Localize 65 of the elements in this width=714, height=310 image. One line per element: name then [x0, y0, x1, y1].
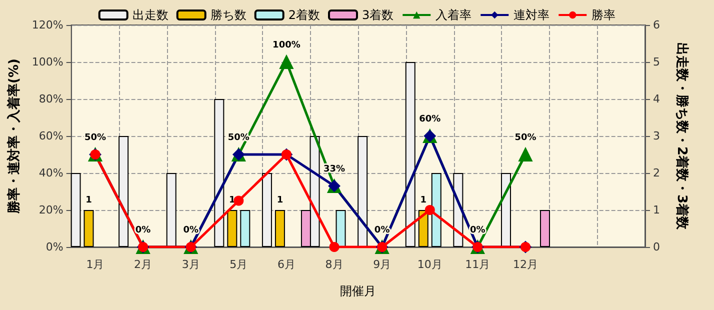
data-label: 1: [229, 196, 236, 206]
y2-tick-label: 4: [653, 92, 660, 106]
legend-label: 出走数: [132, 8, 168, 22]
data-label: 1: [420, 196, 427, 206]
bar: [262, 173, 272, 247]
x-tick-label: 6月: [277, 258, 296, 271]
data-label: 0%: [135, 226, 151, 236]
y2-tick-label: 3: [653, 130, 660, 142]
bar: [118, 136, 129, 247]
bar: [274, 210, 285, 247]
bar: [84, 210, 94, 247]
data-label: 0%: [183, 226, 198, 236]
y-tick-label: 20%: [38, 204, 64, 216]
y2-tick-label: 2: [653, 166, 660, 180]
y2-tick-label: 6: [653, 18, 660, 32]
x-tick-label: 3月: [182, 258, 200, 271]
x-tick-label: 1月: [86, 258, 104, 271]
point: [329, 242, 340, 252]
x-tick-label: 9月: [373, 258, 392, 271]
bar: [431, 173, 442, 247]
legend-label: 入着率: [436, 8, 472, 22]
legend-label: 勝ち数: [210, 8, 246, 22]
y-tick-label: 80%: [38, 92, 64, 106]
x-tick-label: 5月: [230, 258, 248, 271]
y2-tick-label: 1: [653, 204, 660, 216]
legend-label: 3着数: [362, 8, 394, 22]
data-label: 1: [276, 196, 284, 206]
y2-tick-label: 0: [653, 240, 660, 254]
point: [279, 55, 294, 69]
bar: [358, 136, 368, 247]
legend-label: 2着数: [288, 8, 320, 22]
y-tick-label: 0%: [46, 240, 64, 254]
y-tick-label: 120%: [32, 18, 64, 32]
y-axis-title: 勝率・連対率・入着率(%): [6, 58, 22, 214]
bar: [214, 99, 224, 247]
bar: [418, 210, 428, 247]
data-label: 60%: [419, 114, 441, 124]
bar: [240, 210, 250, 247]
bar: [227, 210, 238, 247]
x-tick-label: 11月: [465, 258, 490, 271]
point: [234, 196, 244, 206]
bar: [405, 62, 416, 247]
bar: [166, 173, 176, 247]
data-label: 50%: [84, 133, 106, 143]
point: [518, 148, 532, 162]
x-tick-label: 12月: [512, 258, 538, 271]
y-tick-label: 40%: [38, 166, 64, 180]
point: [424, 205, 435, 215]
data-label: 1: [86, 196, 92, 206]
y-tick-label: 100%: [32, 56, 64, 68]
x-axis-title: 開催月: [340, 284, 376, 298]
data-label: 50%: [514, 133, 536, 143]
x-tick-label: 8月: [325, 258, 344, 271]
y2-tick-label: 5: [653, 56, 660, 68]
bar: [500, 173, 511, 247]
legend-label: 勝率: [592, 8, 616, 22]
bar: [336, 210, 346, 247]
x-tick-label: 10月: [417, 258, 442, 271]
bar: [540, 210, 550, 247]
y-tick-label: 60%: [38, 130, 64, 142]
legend-label: 連対率: [514, 8, 550, 22]
bar: [70, 173, 81, 247]
data-label: 100%: [272, 40, 300, 50]
y2-axis-title: 出走数・勝ち数・2着数・3着数: [674, 42, 690, 231]
x-tick-label: 2月: [134, 258, 152, 271]
